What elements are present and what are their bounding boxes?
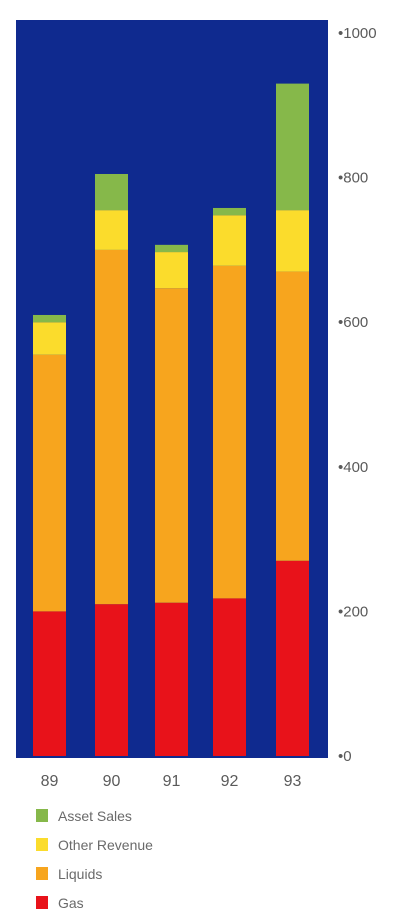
bar-segment-liquids-91: [155, 288, 188, 603]
bar-segment-other-revenue-90: [95, 210, 128, 250]
y-tick-label: •600: [338, 314, 368, 331]
legend-item-other-revenue: Other Revenue: [36, 837, 153, 853]
legend-swatch: [36, 896, 48, 909]
bar-segment-gas-92: [213, 598, 246, 756]
x-tick-label: 91: [163, 773, 181, 790]
bar-segment-asset-sales-90: [95, 173, 128, 211]
legend-swatch: [36, 867, 48, 880]
bar-segment-asset-sales-92: [213, 207, 246, 216]
bar-segment-gas-90: [95, 604, 128, 756]
legend-label: Liquids: [58, 866, 102, 882]
legend-item-liquids: Liquids: [36, 866, 102, 882]
bar-segment-other-revenue-89: [33, 322, 66, 355]
bar-segment-other-revenue-91: [155, 252, 188, 289]
legend: Asset Sales Other Revenue Liquids Gas: [36, 808, 153, 910]
y-tick-label: •0: [338, 748, 352, 765]
legend-item-gas: Gas: [36, 895, 84, 910]
x-tick-label: 89: [41, 773, 59, 790]
y-tick-label: •200: [338, 603, 368, 620]
legend-label: Asset Sales: [58, 808, 132, 824]
legend-label: Other Revenue: [58, 837, 153, 853]
y-tick-label: •800: [338, 170, 368, 187]
bar-segment-other-revenue-92: [213, 215, 246, 266]
bar-segment-asset-sales-91: [155, 244, 188, 253]
bar-segment-gas-89: [33, 611, 66, 756]
bar-segment-asset-sales-89: [33, 314, 66, 323]
x-tick-label: 93: [284, 773, 302, 790]
bar-segment-liquids-89: [33, 354, 66, 612]
bar-segment-gas-91: [155, 602, 188, 756]
bar-segment-liquids-93: [276, 271, 309, 561]
bar-segment-liquids-90: [95, 249, 128, 605]
bar-segment-gas-93: [276, 560, 309, 756]
legend-swatch: [36, 838, 48, 851]
bar-segment-liquids-92: [213, 265, 246, 599]
x-axis-labels: 89 90 91 92 93: [41, 773, 302, 790]
bar-segment-other-revenue-93: [276, 210, 309, 272]
x-tick-label: 92: [221, 773, 239, 790]
bars: [33, 83, 309, 756]
x-tick-label: 90: [103, 773, 121, 790]
legend-item-asset-sales: Asset Sales: [36, 808, 132, 824]
legend-label: Gas: [58, 895, 84, 910]
bar-segment-asset-sales-93: [276, 83, 309, 211]
y-axis-ticks: •0 •200 •400 •600 •800 •1000: [338, 25, 377, 765]
y-tick-label: •400: [338, 459, 368, 476]
y-tick-label: •1000: [338, 25, 377, 42]
legend-swatch: [36, 809, 48, 822]
